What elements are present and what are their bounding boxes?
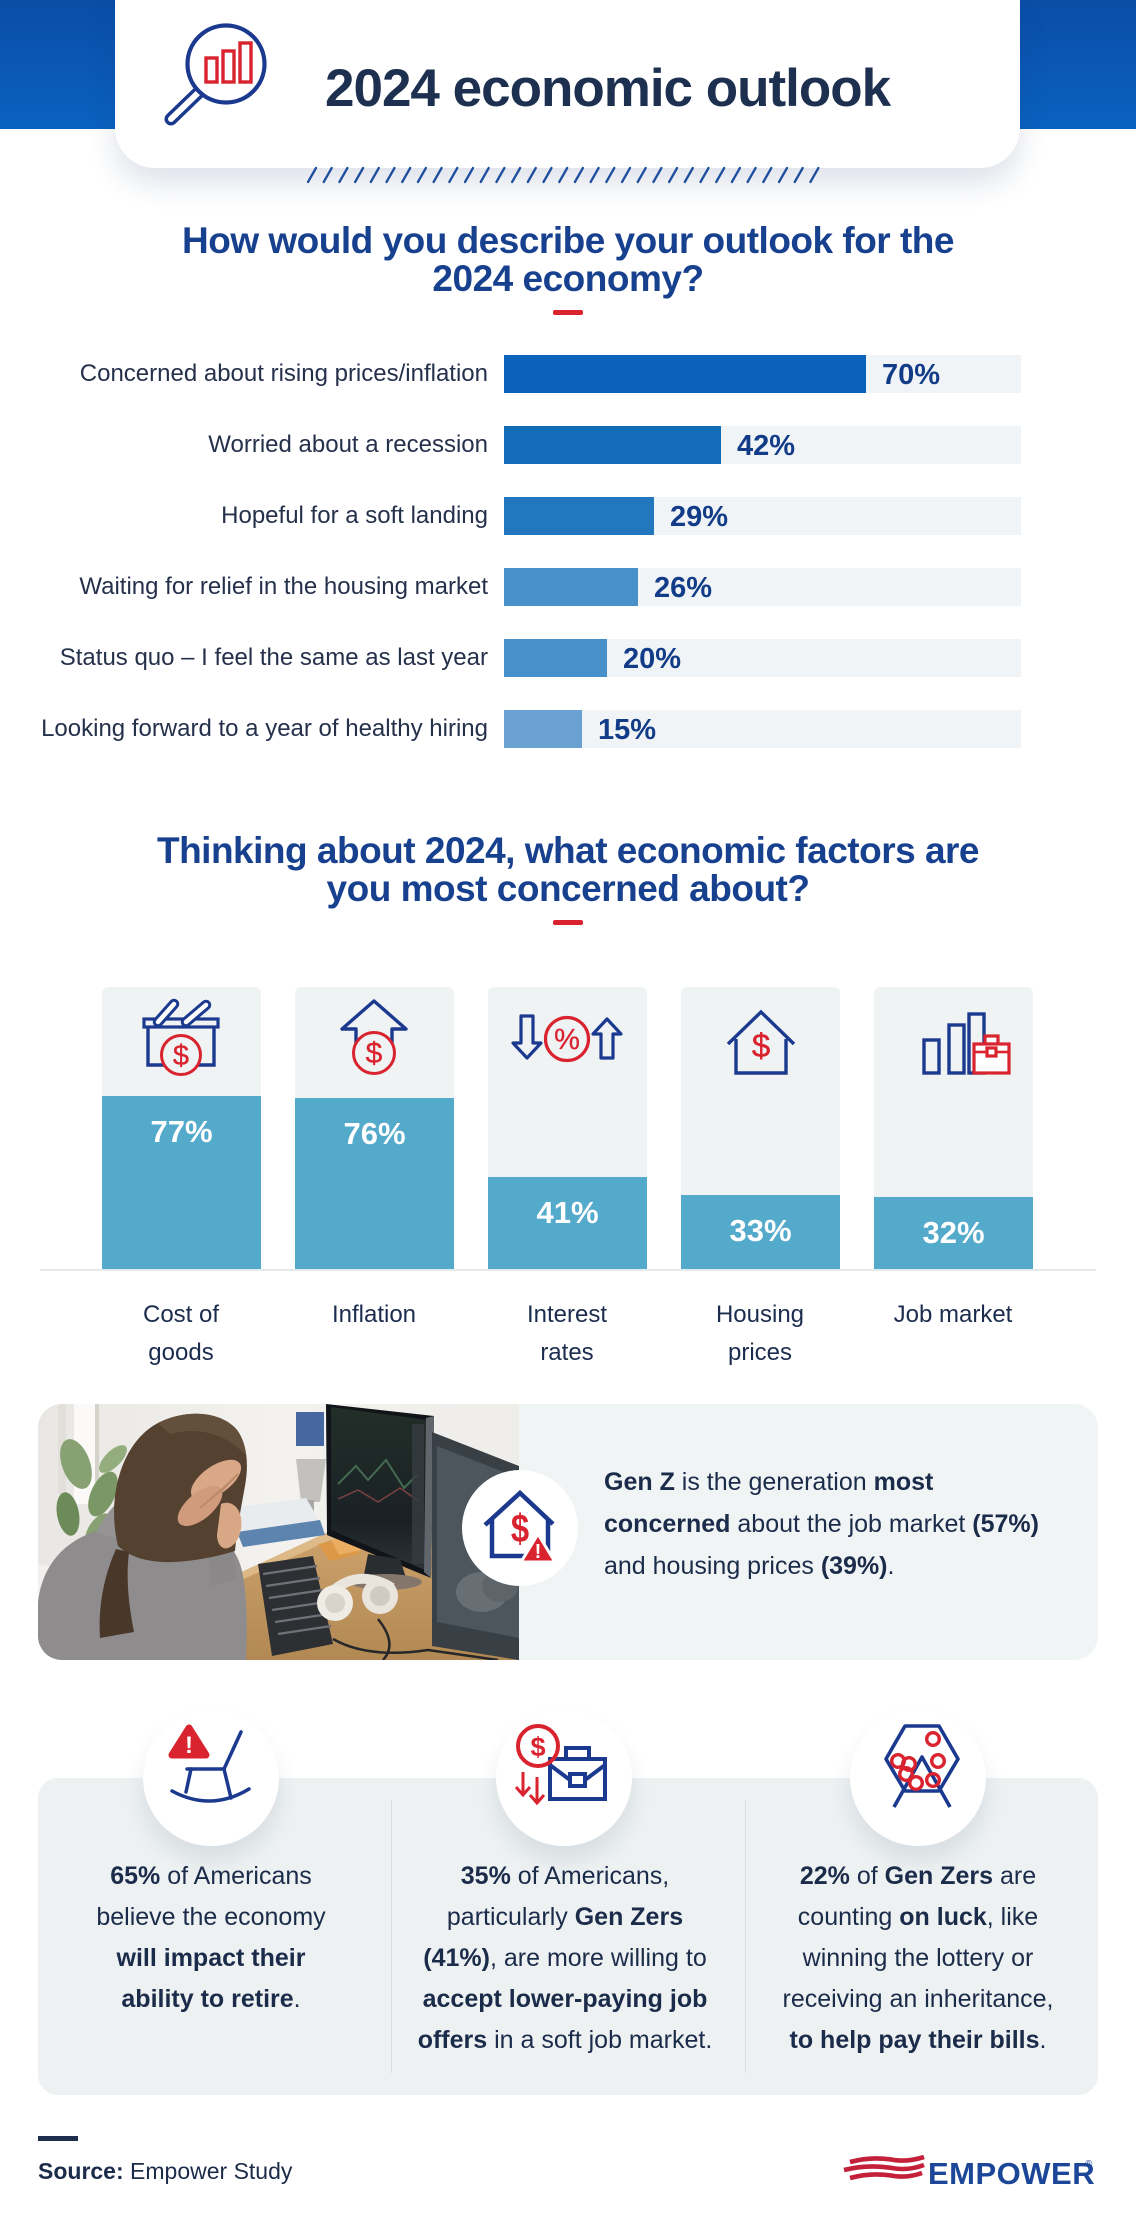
svg-text:EMPOWER: EMPOWER <box>928 2156 1095 2191</box>
svg-text:$: $ <box>173 1040 189 1072</box>
svg-text:®: ® <box>1085 2159 1093 2170</box>
svg-text:!: ! <box>535 1541 542 1563</box>
svg-text:$: $ <box>530 1732 545 1762</box>
svg-text:$: $ <box>366 1037 383 1070</box>
svg-text:$: $ <box>752 1027 770 1064</box>
svg-text:$: $ <box>511 1506 529 1551</box>
svg-text:%: % <box>554 1024 580 1056</box>
svg-text:!: ! <box>185 1732 193 1759</box>
